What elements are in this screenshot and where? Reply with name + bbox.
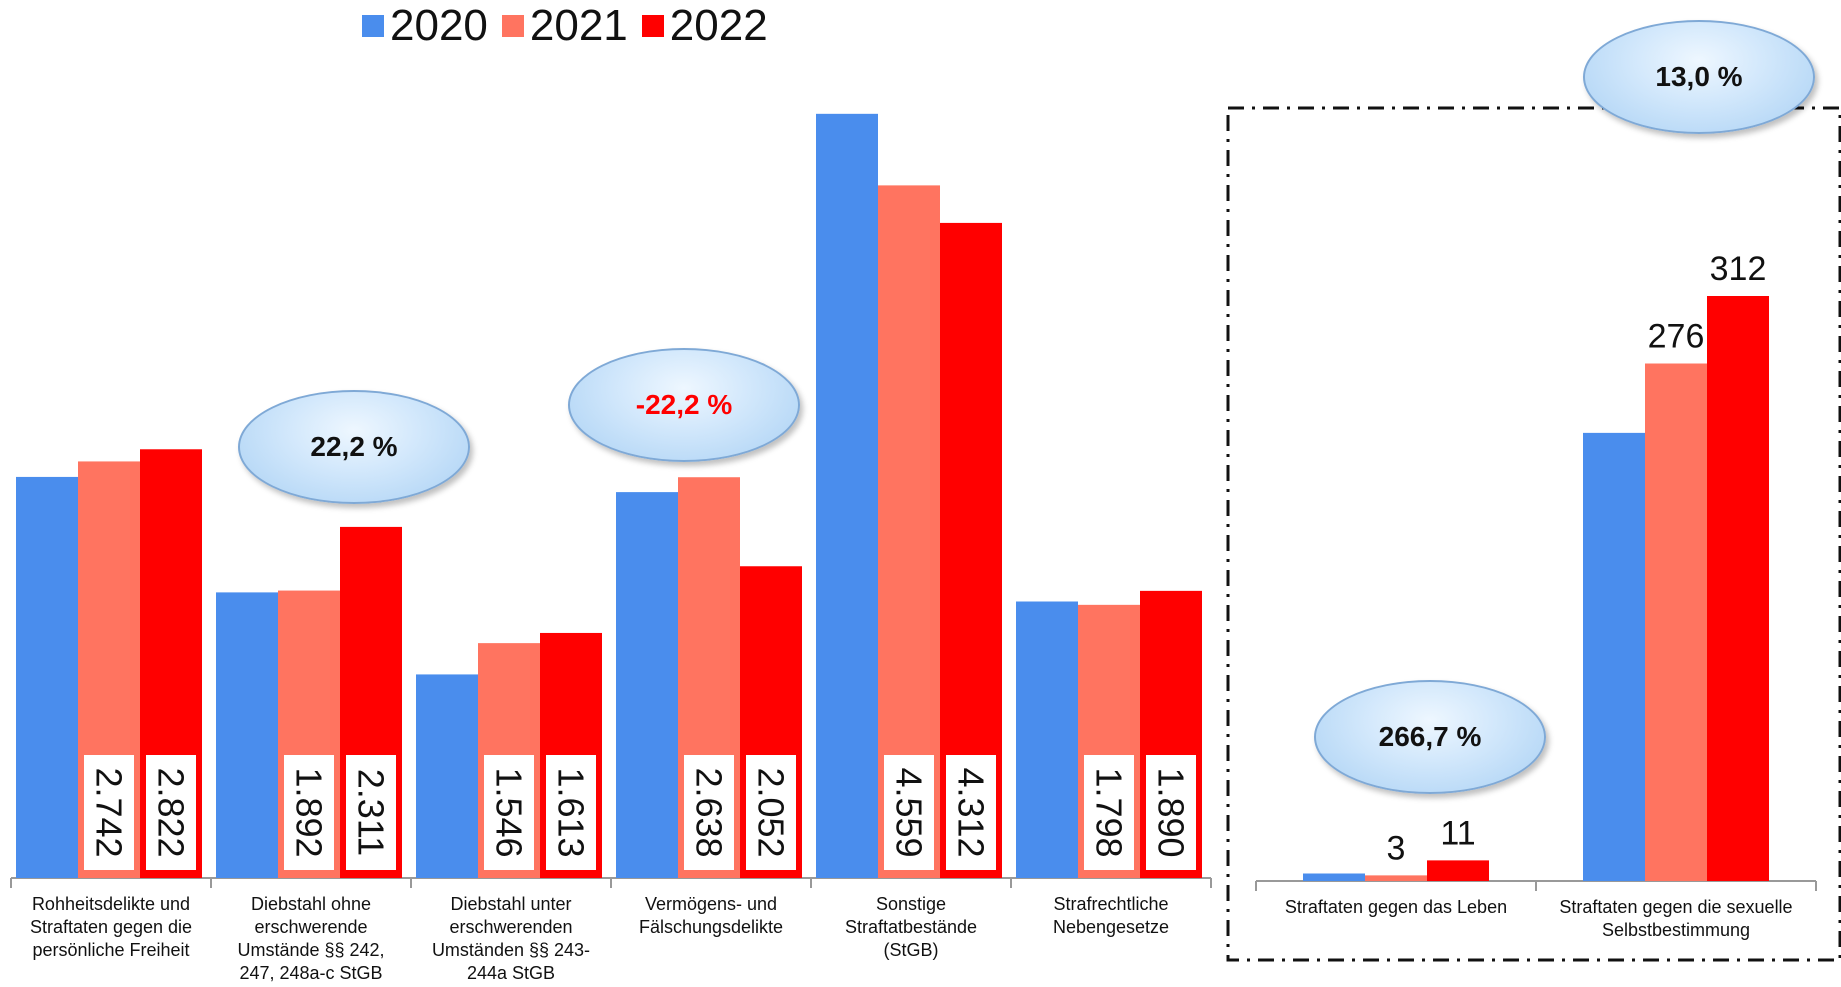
category-label-line: Diebstahl unter: [450, 894, 571, 914]
category-label-right-cat1: Straftaten gegen die sexuelle Selbstbesti…: [1559, 897, 1792, 940]
category-label-line: Straftatbestände: [845, 917, 977, 937]
category-label-line: Rohheitsdelikte und: [32, 894, 190, 914]
left-panel: 2.742 2.822 Rohheitsdelikte und Straftaten …: [10, 113, 1212, 983]
data-label-2021-cat0: 2.742: [89, 767, 130, 857]
data-label-2022-cat5: 1.890: [1151, 767, 1192, 857]
right-panel-frame: [1226, 106, 1841, 962]
data-label-box-2022-cat1: [346, 755, 396, 870]
change-bubble-leben: 266,7 %: [1314, 680, 1546, 794]
legend-item-2020: 2020: [362, 1, 488, 51]
data-label-2022-right-cat0: 11: [1440, 814, 1475, 852]
category-label-cat3: Vermögens- und Fälschungsdelikte: [639, 894, 783, 937]
data-label-2022-cat3: 2.052: [751, 767, 792, 857]
category-label-line: Straftaten gegen die sexuelle: [1559, 897, 1792, 917]
data-label-2021-cat5: 1.798: [1089, 767, 1130, 857]
category-label-cat1: Diebstahl ohne erschwerende Umstände §§ 24…: [237, 894, 384, 983]
legend-label-2020: 2020: [390, 1, 488, 50]
bar-2021-right-cat1: [1645, 363, 1707, 881]
category-label-cat2: Diebstahl unter erschwerenden Umständen §§…: [432, 894, 590, 983]
data-label-box-2022-cat0: [146, 755, 196, 870]
bar-2020-cat3: [616, 492, 678, 878]
category-label-line: Nebengesetze: [1053, 917, 1169, 937]
data-label-2021-right-cat1: 276: [1648, 318, 1705, 356]
legend-swatch-2020: [362, 15, 384, 37]
change-bubble-vermoegen: -22,2 %: [568, 348, 800, 462]
legend-label-2022: 2022: [669, 1, 768, 50]
data-label-2021-cat2: 1.546: [489, 767, 530, 857]
category-label-line: Straftaten gegen das Leben: [1285, 897, 1507, 917]
bar-2022-right-cat1: [1707, 296, 1769, 881]
bar-2020-cat5: [1016, 601, 1078, 878]
legend: 2020 2021 2022: [362, 0, 768, 52]
category-label-cat5: Strafrechtliche Nebengesetze: [1053, 894, 1169, 937]
category-label-line: Diebstahl ohne: [251, 894, 371, 914]
data-label-box-2021-cat2: [484, 755, 534, 870]
category-label-line: Sonstige: [876, 894, 946, 914]
category-label-line: Umständen §§ 243-: [432, 940, 590, 960]
data-label-box-2022-cat5: [1146, 755, 1196, 870]
bar-2020-cat4: [816, 113, 878, 879]
data-label-2022-cat1: 2.311: [351, 769, 392, 856]
bar-2022-right-cat0: [1427, 860, 1489, 881]
change-bubble-sexuell: 13,0 %: [1583, 20, 1815, 134]
data-label-2021-cat4: 4.559: [889, 767, 930, 857]
category-label-line: Strafrechtliche: [1053, 894, 1168, 914]
category-label-line: 244a StGB: [467, 963, 555, 983]
data-label-2021-cat3: 2.638: [689, 767, 730, 857]
data-label-2021-right-cat0: 3: [1387, 829, 1406, 867]
category-label-line: Straftaten gegen die: [30, 917, 192, 937]
data-label-2022-right-cat1: 312: [1710, 250, 1767, 288]
data-label-2021-cat1: 1.892: [289, 767, 330, 857]
data-label-box-2021-cat3: [684, 755, 734, 870]
category-label-line: persönliche Freiheit: [32, 940, 189, 960]
data-label-box-2021-cat5: [1084, 755, 1134, 870]
category-label-line: Umstände §§ 242,: [237, 940, 384, 960]
bar-2021-right-cat0: [1365, 875, 1427, 881]
category-label-line: Fälschungsdelikte: [639, 917, 783, 937]
category-label-right-cat0: Straftaten gegen das Leben: [1285, 897, 1507, 917]
bar-2020-right-cat1: [1583, 432, 1645, 881]
legend-swatch-2021: [501, 15, 524, 37]
category-label-line: erschwerende: [254, 917, 367, 937]
change-bubble-rohheit: 22,2 %: [238, 390, 470, 504]
data-label-2022-cat2: 1.613: [551, 767, 592, 857]
data-label-box-2022-cat4: [946, 755, 996, 870]
data-label-box-2021-cat1: [284, 755, 334, 870]
data-label-box-2021-cat4: [884, 755, 934, 870]
legend-swatch-2022: [641, 15, 664, 37]
data-label-box-2021-cat0: [84, 755, 134, 870]
category-label-line: 247, 248a-c StGB: [239, 963, 382, 983]
data-label-box-2022-cat2: [546, 755, 596, 870]
data-label-2022-cat4: 4.312: [951, 767, 992, 857]
bar-2020-cat2: [416, 674, 478, 878]
bar-2020-cat0: [16, 476, 78, 878]
legend-item-2021: 2021: [501, 1, 628, 51]
bar-2020-right-cat0: [1303, 873, 1365, 881]
category-label-line: Selbstbestimmung: [1602, 920, 1750, 940]
category-label-line: (StGB): [883, 940, 938, 960]
category-label-line: erschwerenden: [449, 917, 572, 937]
category-label-line: Vermögens- und: [645, 894, 777, 914]
data-label-box-2022-cat3: [746, 755, 796, 870]
data-label-2022-cat0: 2.822: [151, 767, 192, 857]
category-label-cat4: Sonstige Straftatbestände (StGB): [845, 894, 977, 960]
category-label-cat0: Rohheitsdelikte und Straftaten gegen die p…: [30, 894, 192, 960]
bar-2020-cat1: [216, 592, 278, 878]
legend-item-2022: 2022: [641, 1, 768, 51]
legend-label-2021: 2021: [529, 1, 628, 50]
